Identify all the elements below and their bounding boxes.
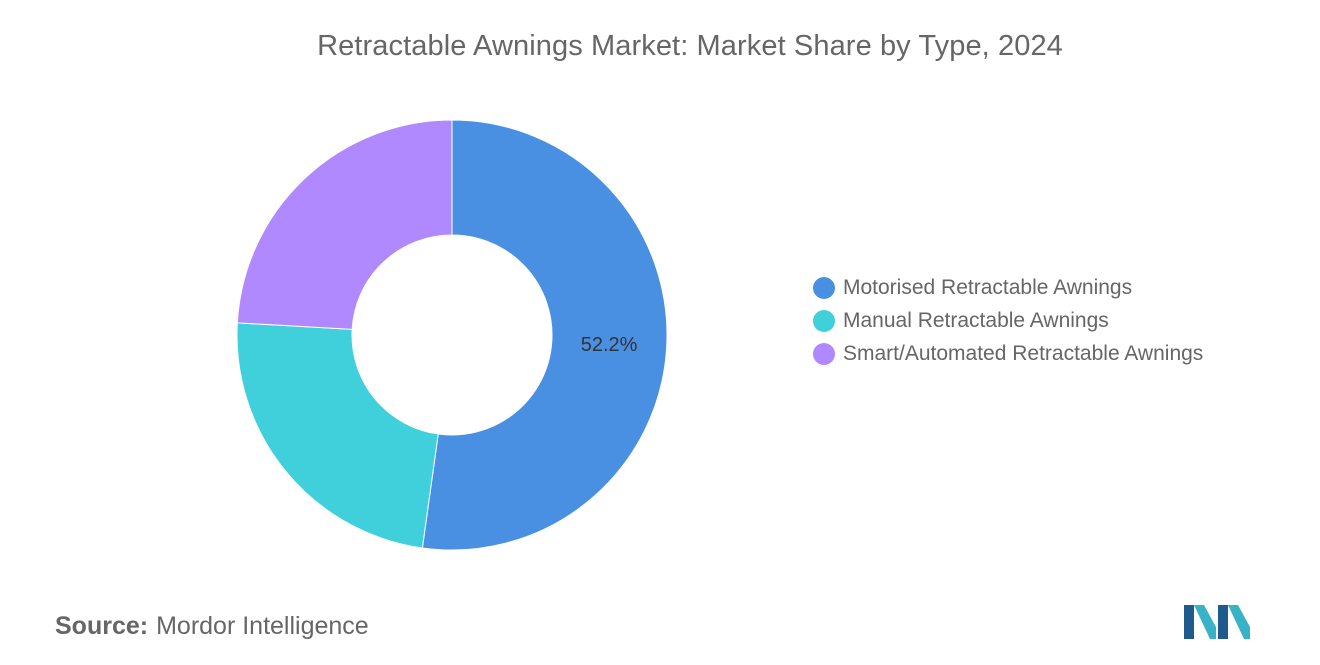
logo-shape-4 (1228, 605, 1250, 639)
donut-slice-motorised (421, 119, 668, 551)
donut-slice-manual (236, 322, 439, 549)
mordor-intelligence-logo (1184, 605, 1250, 639)
source-prefix: Source: (55, 612, 149, 640)
logo-shape-2 (1194, 605, 1216, 639)
legend-label-motorised: Motorised Retractable Awnings (843, 275, 1133, 299)
legend-label-manual: Manual Retractable Awnings (843, 308, 1109, 332)
legend-item-motorised: Motorised Retractable Awnings (813, 271, 1203, 304)
source-text: Mordor Intelligence (156, 612, 369, 640)
donut-slice-smart (236, 119, 453, 330)
data-label-motorised: 52.2% (581, 334, 638, 356)
source-footer: Source: Mordor Intelligence (55, 612, 369, 641)
chart-title: Retractable Awnings Market: Market Share… (317, 30, 1063, 62)
legend-label-smart: Smart/Automated Retractable Awnings (843, 341, 1204, 365)
legend-swatch-smart (813, 342, 835, 365)
logo-shape-1 (1184, 605, 1194, 639)
legend-swatch-motorised (813, 276, 835, 299)
chart-legend: Motorised Retractable Awnings Manual Ret… (813, 271, 1203, 370)
legend-item-smart: Smart/Automated Retractable Awnings (813, 337, 1203, 370)
logo-shape-3 (1218, 605, 1228, 639)
legend-swatch-manual (813, 309, 835, 332)
legend-item-manual: Manual Retractable Awnings (813, 304, 1203, 337)
